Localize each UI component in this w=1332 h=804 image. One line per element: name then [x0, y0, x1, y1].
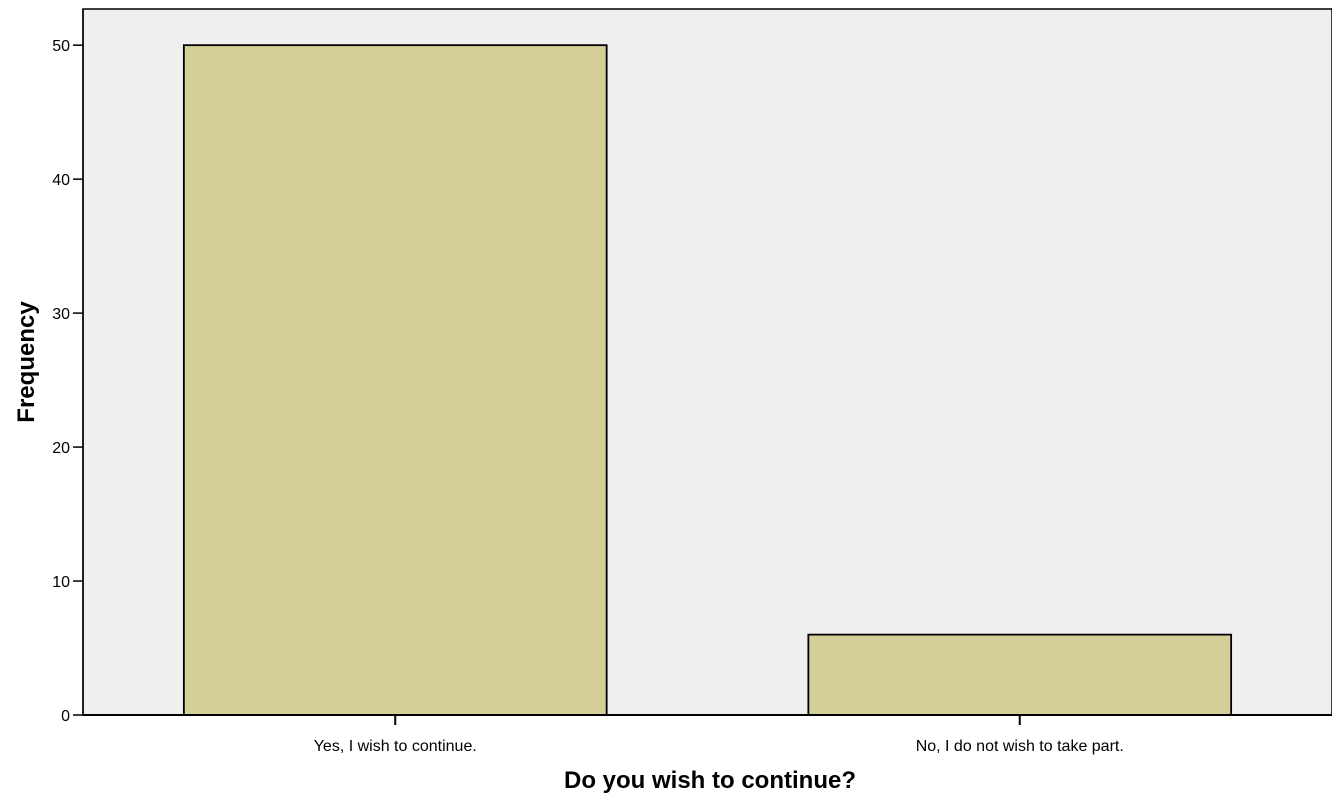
- y-tick-label-2: 20: [52, 440, 70, 457]
- x-axis-title: Do you wish to continue?: [564, 767, 856, 794]
- bar-1: [807, 633, 1233, 716]
- x-ticks-layer: Yes, I wish to continue. No, I do not wis…: [314, 715, 1124, 755]
- x-tick-label-0: Yes, I wish to continue.: [314, 738, 477, 755]
- y-ticks-layer: 0 10 20 30 40 50: [52, 38, 83, 725]
- axes-layer: [82, 9, 1332, 716]
- y-tick-label-0: 0: [61, 708, 70, 725]
- y-tick-label-5: 50: [52, 38, 70, 55]
- y-axis-title: Frequency: [13, 301, 40, 423]
- bar-0: [182, 44, 608, 716]
- x-tick-label-1: No, I do not wish to take part.: [916, 738, 1124, 755]
- y-tick-label-1: 10: [52, 574, 70, 591]
- y-tick-label-4: 40: [52, 172, 70, 189]
- y-tick-label-3: 30: [52, 306, 70, 323]
